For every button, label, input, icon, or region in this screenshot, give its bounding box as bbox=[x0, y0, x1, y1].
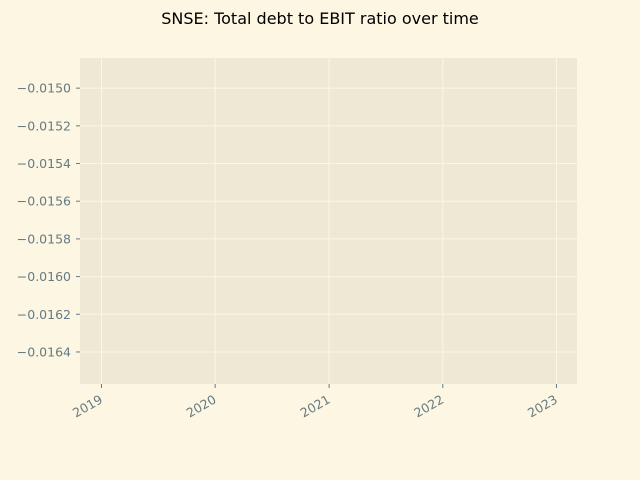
y-tick-label: −0.0154 bbox=[17, 156, 71, 171]
y-tick-label: −0.0160 bbox=[17, 269, 71, 284]
y-tick-label: −0.0150 bbox=[17, 81, 71, 96]
y-axis-ticks: −0.0150 −0.0152 −0.0154 −0.0156 −0.0158 −0.01… bbox=[17, 81, 80, 359]
y-tick-label: −0.0158 bbox=[17, 231, 71, 246]
y-tick-label: −0.0156 bbox=[17, 194, 71, 209]
plot-area bbox=[80, 58, 577, 384]
y-tick-label: −0.0164 bbox=[17, 344, 71, 359]
chart-title: SNSE: Total debt to EBIT ratio over time bbox=[161, 9, 479, 28]
y-tick-label: −0.0152 bbox=[17, 118, 71, 133]
grid-lines bbox=[80, 58, 577, 384]
y-tick-label: −0.0162 bbox=[17, 307, 71, 322]
